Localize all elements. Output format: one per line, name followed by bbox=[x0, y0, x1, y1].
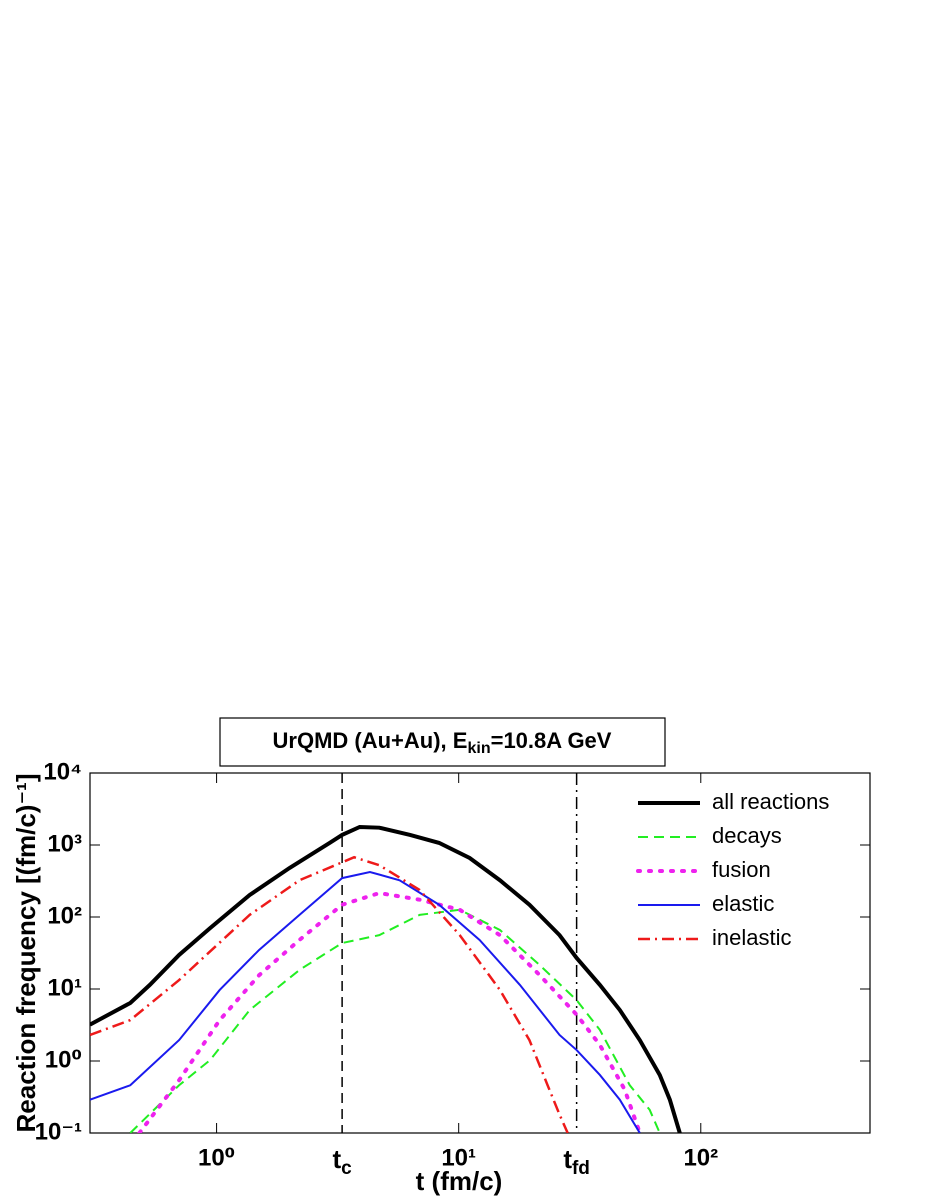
reference-label-main: t bbox=[563, 1144, 572, 1174]
y-tick-label: 10⁴ bbox=[43, 758, 82, 785]
chart-title: UrQMD (Au+Au), Ekin=10.8A GeV bbox=[273, 728, 612, 757]
reference-label-sub: c bbox=[341, 1158, 352, 1179]
x-tick-label: 10² bbox=[683, 1144, 718, 1171]
x-tick-label: 10⁰ bbox=[198, 1144, 235, 1171]
legend-label: elastic bbox=[712, 891, 774, 916]
x-tick-label: 10¹ bbox=[441, 1144, 476, 1171]
reference-label: tfd bbox=[563, 1144, 590, 1179]
series-line bbox=[137, 891, 642, 1133]
y-tick-label: 10² bbox=[47, 902, 82, 929]
series-line bbox=[90, 870, 641, 1133]
plot-lines bbox=[90, 824, 682, 1133]
legend-label: decays bbox=[712, 823, 782, 848]
legend-label: inelastic bbox=[712, 925, 791, 950]
title-text: UrQMD (Au+Au), E bbox=[273, 728, 468, 753]
series-line bbox=[90, 855, 569, 1133]
series-line bbox=[90, 824, 682, 1133]
y-tick-label: 10¹ bbox=[47, 974, 82, 1001]
x-axis-label: t (fm/c) bbox=[416, 1166, 503, 1196]
reference-label-main: t bbox=[332, 1144, 341, 1174]
y-tick-label: 10⁰ bbox=[45, 1046, 82, 1073]
y-tick-label: 10⁻¹ bbox=[35, 1118, 82, 1145]
legend-label: fusion bbox=[712, 857, 771, 882]
reference-label-sub: fd bbox=[572, 1158, 590, 1179]
legend-label: all reactions bbox=[712, 789, 829, 814]
y-axis-label: Reaction frequency [(fm/c)⁻¹] bbox=[11, 774, 41, 1133]
title-text: =10.8A GeV bbox=[491, 728, 612, 753]
title-sub: kin bbox=[467, 740, 490, 757]
plot-frame bbox=[89, 772, 871, 1134]
reference-label: tc bbox=[332, 1144, 352, 1179]
y-tick-label: 10³ bbox=[47, 830, 82, 857]
title-box bbox=[219, 717, 666, 767]
